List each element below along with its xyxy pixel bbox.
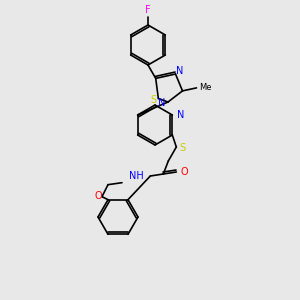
Text: N: N <box>177 110 185 120</box>
Text: S: S <box>150 95 156 106</box>
Text: O: O <box>94 191 102 201</box>
Text: F: F <box>145 5 151 15</box>
Text: Me: Me <box>200 83 212 92</box>
Text: O: O <box>180 167 188 177</box>
Text: N: N <box>176 66 183 76</box>
Text: S: S <box>179 143 185 153</box>
Text: N: N <box>158 98 165 108</box>
Text: NH: NH <box>129 171 143 181</box>
